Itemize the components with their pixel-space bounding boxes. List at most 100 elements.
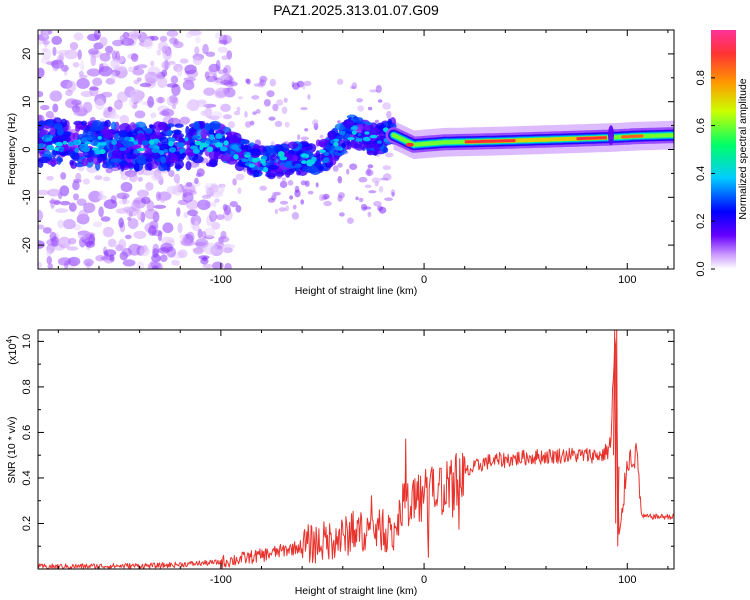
noise-blob: [76, 198, 87, 206]
noise-blob: [59, 201, 71, 206]
noise-blob: [157, 41, 169, 52]
noise-blob: [364, 184, 372, 189]
signal-blob: [75, 125, 81, 132]
x-tick-label: 0: [421, 574, 427, 586]
snr-scale-label: (x104): [5, 335, 19, 365]
signal-peak: [149, 139, 155, 145]
noise-blob: [228, 121, 235, 129]
signal-blob: [145, 157, 153, 162]
y-tick-label: -20: [21, 237, 33, 253]
signal-peak: [97, 136, 102, 140]
snr-line: [38, 338, 674, 569]
signal-blob: [155, 126, 161, 136]
noise-blob: [226, 50, 233, 60]
signal-blob: [105, 161, 115, 169]
signal-blob: [171, 129, 182, 134]
signal-peak: [58, 147, 65, 153]
noise-blob: [111, 71, 117, 82]
noise-blob: [391, 192, 395, 197]
noise-blob: [89, 86, 99, 91]
noise-blob: [187, 209, 198, 217]
signal-peak: [241, 158, 248, 162]
noise-blob: [137, 176, 143, 182]
signal-blob: [111, 149, 122, 158]
noise-blob: [236, 106, 241, 112]
signal-blob: [225, 152, 231, 161]
signal-peak: [168, 140, 174, 147]
noise-blob: [82, 178, 90, 185]
noise-blob: [215, 59, 221, 72]
noise-blob: [179, 234, 186, 239]
noise-blob: [223, 64, 232, 75]
noise-blob: [103, 199, 118, 210]
signal-blob: [149, 124, 154, 129]
signal-blob: [85, 124, 91, 131]
signal-peak: [206, 146, 214, 153]
y-tick-label: 0: [21, 146, 33, 152]
noise-blob: [195, 36, 201, 44]
noise-blob: [182, 79, 195, 91]
signal-blob: [188, 127, 195, 136]
noise-blob: [166, 185, 179, 195]
signal-blob: [160, 156, 166, 164]
noise-blob: [93, 221, 103, 228]
signal-peak: [364, 131, 370, 135]
noise-blob: [51, 59, 64, 69]
noise-blob: [73, 32, 84, 41]
signal-blob: [302, 166, 313, 172]
noise-blob: [105, 167, 113, 174]
noise-blob: [202, 263, 214, 269]
signal-peak: [194, 135, 201, 139]
noise-blob: [202, 256, 208, 262]
noise-blob: [272, 103, 279, 112]
noise-blob: [160, 242, 173, 252]
noise-blob: [73, 193, 79, 201]
noise-blob: [346, 168, 350, 175]
noise-blob: [221, 55, 228, 60]
signal-peak: [46, 144, 55, 151]
signal-peak: [159, 150, 165, 156]
signal-peak: [132, 140, 139, 145]
noise-blob: [111, 167, 120, 172]
noise-blob: [294, 189, 301, 198]
signal-blob: [333, 151, 345, 157]
signal-peak: [319, 149, 326, 153]
signal-peak: [230, 150, 236, 155]
noise-blob: [382, 173, 392, 181]
noise-blob: [367, 211, 372, 218]
signal-blob: [45, 119, 55, 127]
signal-peak: [347, 137, 355, 141]
noise-blob: [42, 40, 51, 45]
y-tick-label: 10: [21, 96, 33, 108]
noise-blob: [209, 210, 217, 223]
noise-blob: [368, 190, 377, 194]
signal-core-peak: [576, 136, 607, 141]
noise-blob: [78, 209, 89, 222]
noise-blob: [263, 99, 271, 107]
signal-peak: [301, 153, 308, 158]
noise-blob: [107, 238, 117, 248]
noise-blob: [114, 99, 123, 110]
noise-blob: [204, 71, 210, 79]
noise-blob: [57, 257, 72, 266]
noise-blob: [332, 165, 339, 172]
noise-blob: [170, 75, 179, 84]
noise-blob: [136, 77, 142, 82]
noise-blob: [150, 112, 157, 119]
signal-peak: [306, 162, 313, 167]
snr-ylabel: SNR (10 * v/v): [6, 416, 18, 483]
signal-peak: [260, 158, 266, 164]
noise-blob: [161, 60, 171, 70]
noise-blob: [57, 49, 71, 56]
y-tick-label: 0.6: [21, 425, 33, 440]
y-tick-label: 0.4: [21, 470, 33, 485]
colorbar-ticks: 0.0 0.2 0.4 0.6 0.8: [695, 70, 715, 277]
signal-blob: [373, 142, 381, 152]
noise-blob: [116, 91, 129, 103]
noise-blob: [312, 119, 319, 127]
noise-blob: [203, 87, 216, 96]
signal-peak: [127, 141, 134, 147]
noise-blob: [128, 66, 134, 73]
noise-blob: [75, 172, 82, 181]
noise-blob: [268, 116, 276, 121]
